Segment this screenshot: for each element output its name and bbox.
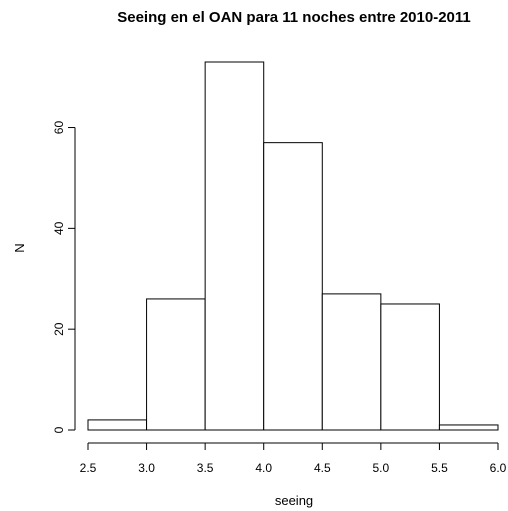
x-axis: 2.5 3.0 3.5 4.0 4.5 5.0 5.5 6.0 bbox=[80, 442, 507, 475]
histogram-bar-3 bbox=[204, 61, 265, 431]
histogram-bar-7 bbox=[438, 424, 499, 431]
x-tick-label: 6.0 bbox=[490, 461, 507, 475]
histogram-bar-2 bbox=[146, 298, 206, 431]
y-tick-label: 60 bbox=[52, 121, 66, 135]
y-tick-label: 20 bbox=[52, 322, 66, 336]
bars-group bbox=[87, 61, 499, 431]
x-axis-label: seeing bbox=[275, 493, 313, 508]
y-tick-label: 0 bbox=[52, 426, 66, 433]
y-axis-label: N bbox=[12, 243, 27, 252]
x-tick-label: 4.5 bbox=[314, 461, 331, 475]
x-tick-label: 5.0 bbox=[373, 461, 390, 475]
histogram-bar-1 bbox=[87, 419, 148, 431]
x-tick-label: 5.5 bbox=[431, 461, 448, 475]
x-tick-label: 3.5 bbox=[197, 461, 214, 475]
y-axis: 0 20 40 60 bbox=[52, 121, 76, 433]
histogram-bar-4 bbox=[263, 142, 323, 431]
x-tick-label: 3.0 bbox=[138, 461, 155, 475]
x-tick-label: 2.5 bbox=[80, 461, 97, 475]
histogram-bar-6 bbox=[380, 303, 440, 431]
x-tick-label: 4.0 bbox=[255, 461, 272, 475]
histogram-bar-5 bbox=[321, 293, 382, 431]
chart-title: Seeing en el OAN para 11 noches entre 20… bbox=[117, 9, 471, 26]
y-tick-label: 40 bbox=[52, 221, 66, 235]
